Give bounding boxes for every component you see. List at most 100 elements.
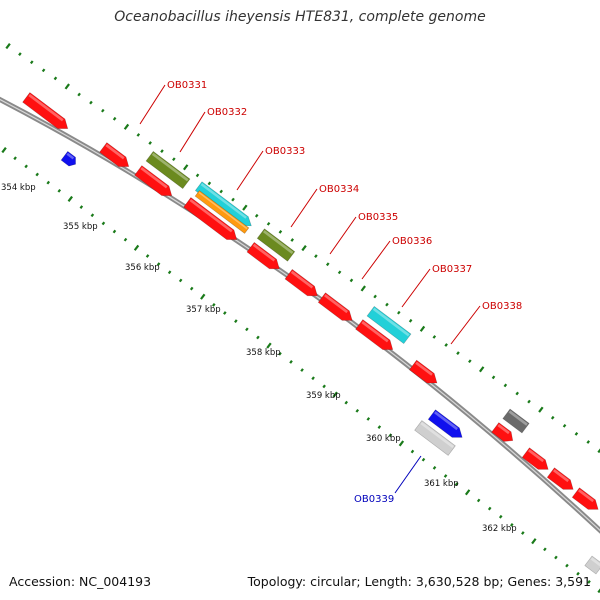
tick-mark-inner (421, 457, 426, 462)
gene-feature-shine (324, 294, 348, 314)
tick-mark-outer (148, 141, 152, 145)
kbp-label: 358 kbp (246, 348, 281, 358)
tick-mark-outer (219, 189, 223, 194)
tick-mark-outer (456, 351, 460, 355)
tick-mark-outer (337, 270, 342, 275)
gene-feature-orange (194, 190, 250, 234)
tick-mark-inner (377, 425, 382, 429)
tick-mark-outer (314, 254, 318, 259)
tick-mark-inner (178, 278, 183, 283)
tick-mark-inner (123, 237, 128, 242)
gene-feature-shine (578, 489, 595, 503)
tick-mark-outer (586, 440, 591, 444)
gene-feature-cyan (366, 305, 412, 345)
gene-feature-body (408, 359, 438, 384)
tick-mark-inner (476, 498, 481, 503)
tick-mark-inner (543, 547, 547, 552)
gene-feature-blue (427, 409, 463, 438)
kbp-label: 359 kbp (306, 391, 341, 401)
tick-mark-inner (223, 311, 227, 315)
tick-mark-inner (332, 391, 338, 398)
gene-feature-shine (497, 423, 510, 435)
gene-feature-shine (553, 469, 570, 483)
tick-mark-inner (597, 587, 600, 594)
tick-mark-inner (90, 213, 95, 218)
gene-feature-body (194, 181, 252, 227)
gene-feature-olive (256, 228, 296, 262)
gene-feature-body (427, 409, 463, 438)
gene-feature-body (317, 292, 353, 321)
gene-feature-body (366, 305, 412, 345)
tick-mark-inner (521, 531, 525, 535)
gene-feature-shine (361, 320, 389, 343)
kbp-label: 354 kbp (1, 183, 36, 193)
tick-mark-inner (145, 254, 150, 258)
gene-feature-shine (28, 93, 64, 122)
tick-mark-outer (491, 375, 496, 380)
backbone-highlight (0, 98, 600, 532)
tick-mark-inner (112, 229, 117, 234)
tick-mark-outer (373, 294, 377, 299)
gene-feature-shine (200, 183, 247, 219)
gene-feature-lightgray (414, 420, 456, 456)
gene-feature-shine (151, 152, 189, 182)
gene-feature-red (284, 268, 318, 297)
gene-leader-line (236, 150, 264, 191)
gene-feature-shine (415, 361, 433, 376)
gene-feature-body (584, 555, 600, 575)
tick-mark-inner (443, 474, 448, 478)
tick-mark-outer (290, 238, 295, 242)
gene-feature-body (22, 92, 69, 129)
tick-mark-outer (538, 406, 544, 413)
gene-feature-red (317, 292, 353, 321)
tick-mark-outer (172, 157, 176, 162)
tick-mark-outer (419, 325, 426, 332)
tick-mark-outer (18, 52, 22, 57)
tick-mark-outer (29, 60, 34, 65)
gene-feature-red (355, 319, 394, 350)
gene-feature-gray (502, 408, 530, 434)
tick-mark-outer (242, 204, 248, 211)
tick-mark-outer (301, 245, 307, 252)
kbp-label: 357 kbp (186, 305, 221, 315)
tick-mark-inner (101, 221, 106, 226)
tick-mark-outer (432, 335, 437, 339)
tick-mark-outer (41, 68, 46, 73)
gene-leader-line (179, 111, 206, 153)
gene-label-ob0339: OB0339 (354, 494, 394, 505)
tick-mark-outer (503, 383, 508, 388)
kbp-label: 361 kbp (424, 479, 459, 489)
tick-mark-inner (67, 195, 73, 203)
gene-feature-lightgray (584, 555, 600, 575)
tick-mark-inner (278, 351, 282, 356)
gene-leader-line (394, 455, 422, 494)
gene-feature-shine (263, 230, 294, 254)
tick-mark-outer (89, 100, 93, 105)
gene-feature-body (355, 319, 394, 350)
gene-feature-red (99, 142, 130, 167)
tick-mark-inner (200, 293, 206, 300)
gene-feature-shine (198, 191, 248, 230)
gene-feature-body (571, 487, 599, 510)
gene-feature-red (546, 467, 574, 490)
tick-mark-inner (355, 408, 360, 413)
gene-feature-shine (140, 166, 168, 189)
backbone-line (0, 96, 600, 534)
gene-feature-shine (290, 270, 314, 289)
gene-feature-body (246, 241, 280, 270)
gene-feature-body (145, 150, 191, 190)
gene-feature-red (521, 447, 549, 470)
tick-mark-inner (133, 244, 140, 251)
tick-mark-inner (24, 164, 28, 169)
tick-mark-outer (325, 262, 330, 267)
tick-mark-outer (574, 432, 579, 436)
gene-feature-red (408, 359, 438, 384)
gene-feature-red (571, 487, 599, 510)
tick-mark-outer (266, 221, 271, 226)
tick-mark-inner (79, 205, 84, 209)
gene-feature-body (183, 197, 238, 240)
tick-mark-outer (562, 423, 567, 428)
gene-feature-shine (66, 152, 75, 160)
